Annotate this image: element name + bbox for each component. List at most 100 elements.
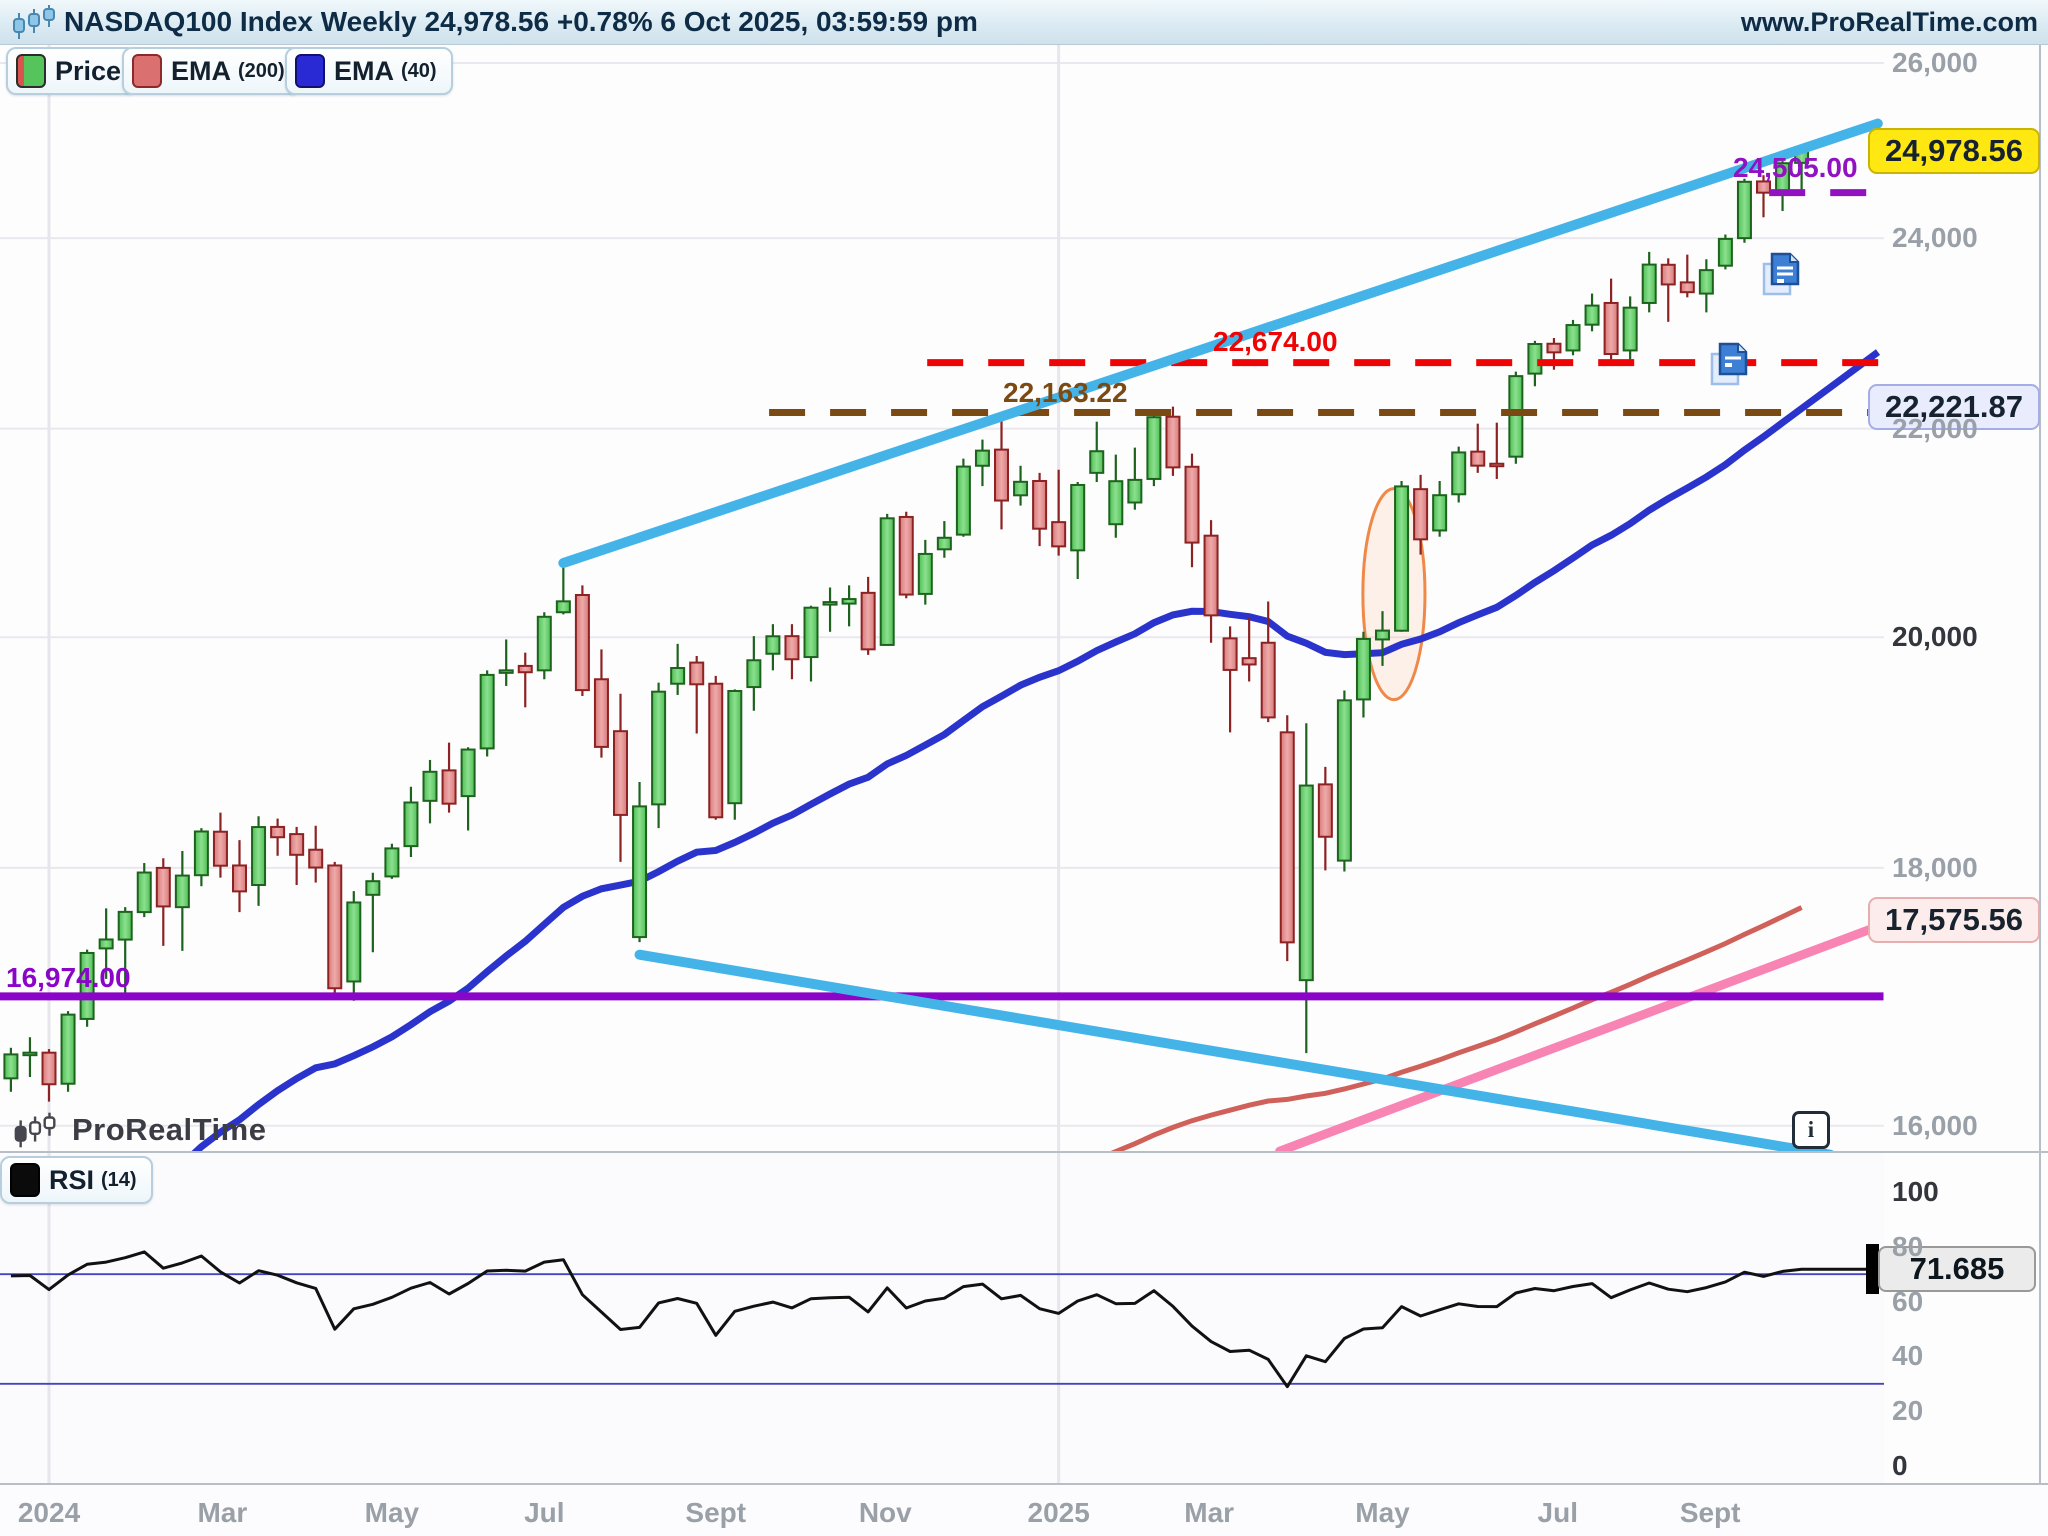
candle-up[interactable] — [79, 951, 95, 1020]
candle-up[interactable] — [1736, 180, 1752, 240]
candle-down[interactable] — [574, 593, 590, 692]
candle-up[interactable] — [803, 606, 819, 659]
notes-annotation-icon-2[interactable] — [1706, 338, 1758, 390]
ema200-line[interactable] — [11, 905, 1803, 1536]
candle-up[interactable] — [22, 1051, 38, 1057]
candle-down[interactable] — [1489, 462, 1505, 468]
candle-up[interactable] — [1108, 480, 1124, 526]
candle-down[interactable] — [1470, 450, 1486, 467]
candle-down[interactable] — [1260, 641, 1276, 719]
candle-down[interactable] — [41, 1051, 57, 1086]
candle-up[interactable] — [936, 536, 952, 551]
candle-up[interactable] — [174, 874, 190, 909]
candle-up[interactable] — [1432, 494, 1448, 532]
resistance-level-label-brown[interactable]: 22,163.22 — [1003, 377, 1128, 408]
candle-up[interactable] — [422, 770, 438, 802]
candle-up[interactable] — [1375, 629, 1390, 641]
candle-down[interactable] — [270, 825, 286, 839]
candle-up[interactable] — [384, 847, 400, 878]
candle-up[interactable] — [1527, 343, 1543, 375]
candle-down[interactable] — [232, 864, 247, 893]
resistance-level-label-purple[interactable]: 24,505.00 — [1733, 152, 1858, 183]
candle-down[interactable] — [1203, 534, 1219, 617]
candle-up[interactable] — [727, 690, 743, 805]
candle-down[interactable] — [1184, 465, 1200, 544]
candle-up[interactable] — [251, 826, 267, 886]
candle-down[interactable] — [1165, 415, 1181, 469]
candle-down[interactable] — [289, 833, 305, 856]
candle-up[interactable] — [346, 901, 362, 983]
candle-up[interactable] — [1146, 416, 1162, 480]
notes-annotation-icon[interactable] — [1758, 248, 1810, 300]
candle-up[interactable] — [1622, 306, 1638, 352]
candle-up[interactable] — [3, 1053, 19, 1080]
candle-down[interactable] — [898, 515, 914, 596]
candle-down[interactable] — [1279, 731, 1295, 944]
candle-up[interactable] — [1336, 699, 1352, 862]
candle-down[interactable] — [1660, 263, 1676, 286]
candle-down[interactable] — [1756, 180, 1771, 194]
candle-up[interactable] — [822, 601, 838, 606]
candle-up[interactable] — [1394, 485, 1410, 632]
rsi-line[interactable] — [10, 1250, 1880, 1389]
ema40-line[interactable] — [11, 349, 1881, 1298]
candle-up[interactable] — [136, 871, 152, 914]
candle-up[interactable] — [879, 517, 895, 646]
candle-up[interactable] — [1089, 450, 1105, 474]
candle-down[interactable] — [1032, 479, 1048, 530]
candle-down[interactable] — [689, 661, 705, 686]
legend-tab-ema200[interactable]: EMA (200) — [122, 47, 301, 95]
candle-up[interactable] — [1127, 478, 1143, 504]
candle-up[interactable] — [1641, 263, 1657, 304]
candle-up[interactable] — [98, 938, 114, 950]
candle-up[interactable] — [403, 801, 419, 848]
candle-up[interactable] — [632, 805, 648, 939]
candle-up[interactable] — [555, 600, 571, 614]
candle-up[interactable] — [1717, 237, 1733, 267]
candle-up[interactable] — [841, 598, 857, 605]
candle-down[interactable] — [517, 664, 533, 674]
ellipse-annotation[interactable] — [1361, 487, 1427, 702]
candle-up[interactable] — [917, 552, 933, 595]
candle-up[interactable] — [1355, 637, 1371, 701]
candle-up[interactable] — [1508, 375, 1524, 458]
candle-down[interactable] — [1222, 637, 1238, 671]
candle-down[interactable] — [1413, 488, 1429, 541]
candle-down[interactable] — [441, 769, 457, 805]
candle-up[interactable] — [1070, 483, 1086, 552]
candle-up[interactable] — [1584, 304, 1600, 326]
candle-up[interactable] — [1298, 784, 1314, 982]
candle-up[interactable] — [536, 615, 552, 672]
candle-up[interactable] — [746, 659, 762, 689]
candle-down[interactable] — [994, 448, 1009, 502]
candle-up[interactable] — [117, 910, 133, 941]
candle-up[interactable] — [479, 673, 495, 750]
candle-up[interactable] — [498, 669, 514, 674]
pink-trendline[interactable] — [1275, 921, 1883, 1152]
candle-up[interactable] — [1565, 324, 1581, 352]
candle-up[interactable] — [1451, 451, 1467, 496]
support-level-label[interactable]: 16,974.00 — [6, 962, 131, 993]
candle-down[interactable] — [308, 848, 324, 869]
candle-up[interactable] — [1698, 269, 1714, 295]
candle-up[interactable] — [765, 635, 781, 655]
candle-up[interactable] — [193, 830, 209, 877]
candle-down[interactable] — [1603, 301, 1619, 356]
resistance-level-label-red[interactable]: 22,674.00 — [1213, 326, 1338, 357]
candle-up[interactable] — [974, 449, 990, 467]
candle-down[interactable] — [1546, 342, 1562, 354]
candle-down[interactable] — [613, 730, 628, 816]
candle-down[interactable] — [327, 864, 343, 990]
candle-down[interactable] — [212, 830, 228, 867]
info-button[interactable]: i — [1792, 1111, 1830, 1149]
time-axis-strip[interactable] — [0, 1485, 2048, 1536]
candle-down[interactable] — [784, 635, 800, 661]
candle-down[interactable] — [1317, 783, 1333, 838]
candle-up[interactable] — [955, 465, 971, 536]
candle-up[interactable] — [651, 690, 667, 806]
rising-channel-line[interactable] — [558, 118, 1883, 569]
candle-up[interactable] — [460, 748, 476, 798]
candle-up[interactable] — [1013, 480, 1029, 497]
candle-up[interactable] — [365, 880, 381, 896]
